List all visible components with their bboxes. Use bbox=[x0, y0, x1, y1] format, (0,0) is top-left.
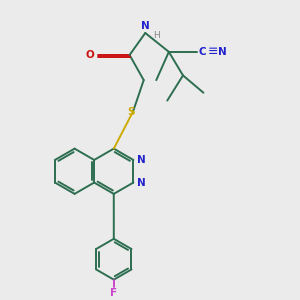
Text: N: N bbox=[218, 47, 226, 57]
Text: C: C bbox=[199, 47, 206, 57]
Text: S: S bbox=[128, 106, 135, 116]
Text: F: F bbox=[110, 287, 117, 298]
Text: O: O bbox=[85, 50, 94, 60]
Text: N: N bbox=[136, 178, 145, 188]
Text: N: N bbox=[136, 155, 145, 165]
Text: N: N bbox=[141, 21, 150, 31]
Text: H: H bbox=[154, 31, 160, 40]
Text: ≡: ≡ bbox=[208, 45, 218, 58]
